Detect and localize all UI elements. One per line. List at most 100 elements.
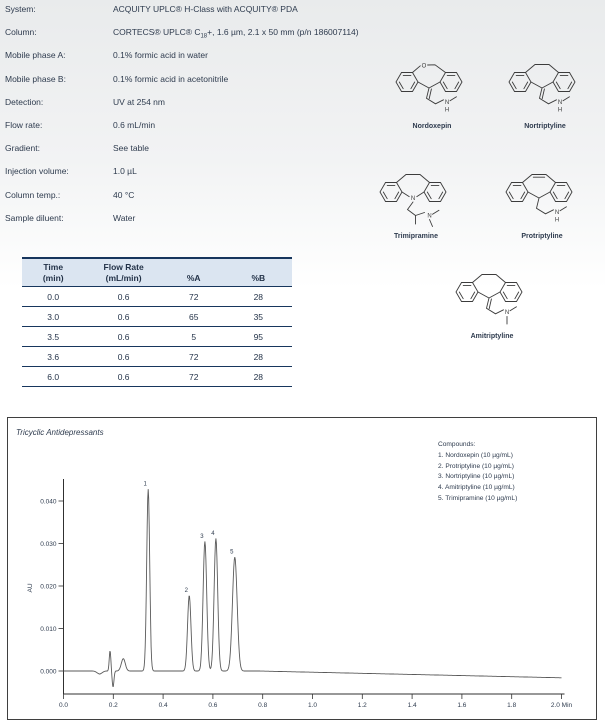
- header-line: %A: [186, 273, 201, 283]
- method-label: Mobile phase A:: [5, 50, 66, 61]
- value-text: 40 °C: [113, 189, 135, 200]
- table-cell: 0.6: [84, 366, 163, 387]
- svg-text:N: N: [445, 100, 449, 106]
- value-text: UV at 254 nm: [113, 96, 165, 107]
- method-row: Detection: UV at 254 nm: [5, 97, 375, 120]
- x-tick-label: 0.0: [59, 702, 68, 709]
- table-row: 0.0 0.6 72 28: [22, 286, 292, 307]
- table-header-cell: Flow Rate (mL/min): [84, 257, 163, 287]
- x-tick-label: 1.0: [308, 702, 317, 709]
- structure-trimipramine: N N Trimipramine: [368, 168, 464, 240]
- svg-text:H: H: [555, 218, 559, 224]
- value-text: 1.0 µL: [113, 166, 137, 177]
- method-label: Detection:: [5, 96, 44, 107]
- x-tick-label: 1.4: [408, 702, 417, 709]
- value-text: 0.6 mL/min: [113, 119, 156, 130]
- table-cell: 0.6: [84, 346, 163, 367]
- y-tick-label: 0.010: [40, 626, 57, 633]
- method-value: ACQUITY UPLC® H-Class with ACQUITY® PDA: [113, 4, 298, 14]
- gradient-table-head: Time (min) Flow Rate (mL/min) %A %B: [22, 257, 292, 287]
- peak-label: 5: [230, 550, 234, 556]
- y-tick-label: 0.040: [40, 498, 57, 505]
- header-line: Flow Rate: [103, 262, 144, 272]
- table-cell: 3.5: [22, 326, 85, 347]
- table-cell: 35: [224, 306, 292, 327]
- method-value: 1.0 µL: [113, 166, 137, 176]
- method-value: UV at 254 nm: [113, 97, 165, 107]
- method-label: Column:: [5, 27, 37, 38]
- x-tick-label: 1.2: [358, 702, 367, 709]
- svg-text:N: N: [558, 100, 562, 106]
- method-label: Mobile phase B:: [5, 73, 66, 84]
- structure-label: Amitriptyline: [470, 333, 514, 340]
- method-label: Injection volume:: [5, 166, 69, 177]
- table-header-cell: %A: [162, 257, 225, 287]
- method-value: 40 °C: [113, 190, 134, 200]
- peak-label: 2: [185, 588, 189, 594]
- peak-label: 4: [211, 531, 215, 537]
- table-header-cell: %B: [224, 257, 292, 287]
- svg-text:H: H: [558, 108, 562, 114]
- value-text: See table: [113, 143, 149, 154]
- method-label: System:: [5, 4, 36, 14]
- method-label: Column temp.:: [5, 189, 61, 200]
- method-value: See table: [113, 143, 149, 153]
- header-line: %B: [251, 273, 266, 283]
- svg-text:H: H: [445, 108, 449, 114]
- table-cell: 3.6: [22, 346, 85, 367]
- value-text: ACQUITY UPLC® H-Class with ACQUITY® PDA: [113, 4, 298, 14]
- table-cell: 28: [224, 286, 292, 307]
- y-tick-label: 0.000: [40, 668, 57, 675]
- amitriptyline-structure-drawing: N: [455, 274, 523, 325]
- svg-text:N: N: [555, 210, 559, 216]
- method-row: Column: CORTECS® UPLC® C18+, 1.6 µm, 2.1 …: [5, 27, 375, 50]
- x-tick-label: 0.2: [109, 702, 118, 709]
- table-cell: 95: [224, 326, 292, 347]
- table-cell: 0.6: [84, 326, 163, 347]
- trimipramine-structure-drawing: N N: [379, 174, 447, 227]
- table-cell: 0.6: [84, 286, 163, 307]
- method-label: Sample diluent:: [5, 212, 64, 223]
- method-label: Flow rate:: [5, 119, 43, 130]
- legend-item: 3. Nortriptyline (10 µg/mL): [438, 473, 515, 481]
- y-tick-label: 0.030: [40, 541, 57, 548]
- table-cell: 6.0: [22, 366, 85, 387]
- table-cell: 65: [162, 306, 225, 327]
- method-row: Column temp.: 40 °C: [5, 190, 375, 213]
- y-tick-label: 0.020: [40, 583, 57, 590]
- structure-protriptyline: N H Protriptyline: [494, 168, 590, 240]
- table-cell: 0.6: [84, 306, 163, 327]
- table-cell: 28: [224, 366, 292, 387]
- compound-legend: Compounds: 1. Nordoxepin (10 µg/mL) 2. Pr…: [438, 440, 517, 505]
- protriptyline-structure-drawing: N H: [505, 174, 573, 224]
- table-row: 6.0 0.6 72 28: [22, 366, 292, 387]
- gradient-table-body: 0.0 0.6 72 28 3.0 0.6 65 35 3.5 0.6 5 95 3.6 0.6 72 28 6…: [22, 286, 292, 387]
- svg-text:N: N: [505, 310, 509, 316]
- svg-text:O: O: [422, 64, 427, 70]
- table-cell: 72: [162, 366, 225, 387]
- svg-text:N: N: [427, 214, 431, 220]
- header-subline: (mL/min): [105, 273, 142, 283]
- legend-item: 4. Amitriptyline (10 µg/mL): [438, 484, 515, 492]
- value-text: Water: [113, 212, 136, 223]
- y-axis-title: AU: [27, 583, 34, 592]
- svg-text:N: N: [411, 196, 415, 202]
- table-row: 3.6 0.6 72 28: [22, 346, 292, 367]
- method-value: Water: [113, 213, 135, 223]
- nortriptyline-structure-drawing: N H: [508, 64, 576, 114]
- subscript-text: 18: [200, 33, 208, 40]
- table-header-cell: Time (min): [22, 257, 85, 287]
- legend-item: 2. Protriptyline (10 µg/mL): [438, 462, 514, 470]
- legend-item: 1. Nordoxepin (10 µg/mL): [438, 451, 513, 459]
- x-tick-label: 1.8: [507, 702, 516, 709]
- method-value: CORTECS® UPLC® C18+, 1.6 µm, 2.1 x 50 mm…: [113, 27, 359, 40]
- x-tick-label: 1.6: [457, 702, 466, 709]
- method-row: Mobile phase A: 0.1% formic acid in water: [5, 50, 375, 73]
- gradient-table: Time (min) Flow Rate (mL/min) %A %B 0.0 0.6 72 2…: [22, 257, 292, 387]
- method-value: 0.1% formic acid in water: [113, 50, 208, 60]
- chromatogram-panel: 0.000 0.010 0.020 0.030 0.040 0.0 0.2 0.4 0.6 0.8…: [7, 417, 597, 720]
- gradient-table-header-row: Time (min) Flow Rate (mL/min) %A %B: [22, 257, 292, 287]
- method-row: Gradient: See table: [5, 143, 375, 166]
- x-tick-label: 2.0 Min: [551, 702, 573, 709]
- x-tick-label: 0.8: [258, 702, 267, 709]
